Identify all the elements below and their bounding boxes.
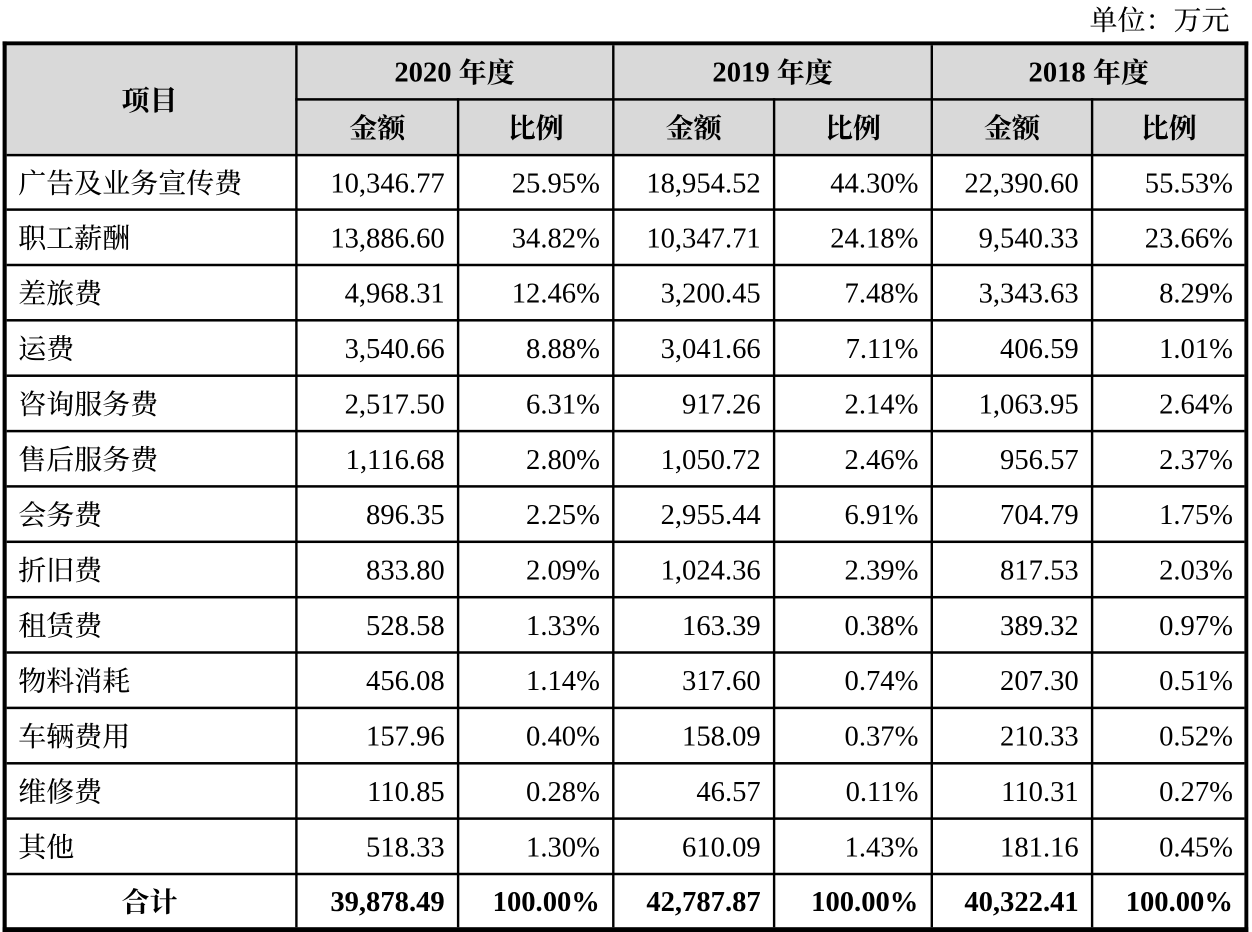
svg-text:44.30%: 44.30% bbox=[830, 168, 918, 199]
svg-text:2,517.50: 2,517.50 bbox=[345, 389, 445, 420]
svg-text:3,041.66: 3,041.66 bbox=[661, 334, 761, 365]
svg-text:917.26: 917.26 bbox=[682, 389, 761, 420]
svg-text:2.14%: 2.14% bbox=[845, 389, 919, 420]
svg-text:39,878.49: 39,878.49 bbox=[330, 887, 444, 918]
svg-text:2.46%: 2.46% bbox=[845, 445, 919, 476]
svg-text:3,343.63: 3,343.63 bbox=[979, 279, 1079, 310]
svg-text:18,954.52: 18,954.52 bbox=[646, 168, 760, 199]
svg-text:8.29%: 8.29% bbox=[1159, 279, 1233, 310]
svg-text:0.97%: 0.97% bbox=[1159, 611, 1233, 642]
svg-text:2.39%: 2.39% bbox=[845, 556, 919, 587]
svg-text:1.01%: 1.01% bbox=[1159, 334, 1233, 365]
svg-text:158.09: 158.09 bbox=[682, 722, 761, 753]
svg-text:10,347.71: 10,347.71 bbox=[646, 223, 760, 254]
svg-text:1,063.95: 1,063.95 bbox=[979, 389, 1079, 420]
svg-text:2,955.44: 2,955.44 bbox=[661, 500, 761, 531]
svg-text:3,200.45: 3,200.45 bbox=[661, 279, 761, 310]
svg-text:1,024.36: 1,024.36 bbox=[661, 556, 761, 587]
svg-text:896.35: 896.35 bbox=[366, 500, 445, 531]
svg-text:0.52%: 0.52% bbox=[1159, 722, 1233, 753]
svg-text:25.95%: 25.95% bbox=[512, 168, 600, 199]
svg-text:100.00%: 100.00% bbox=[1126, 887, 1233, 918]
svg-text:110.85: 110.85 bbox=[367, 777, 445, 808]
svg-text:1.43%: 1.43% bbox=[845, 832, 919, 863]
svg-text:46.57: 46.57 bbox=[696, 777, 760, 808]
svg-text:817.53: 817.53 bbox=[1000, 556, 1079, 587]
svg-text:9,540.33: 9,540.33 bbox=[979, 223, 1079, 254]
svg-text:210.33: 210.33 bbox=[1000, 722, 1079, 753]
svg-text:0.27%: 0.27% bbox=[1159, 777, 1233, 808]
svg-text:0.74%: 0.74% bbox=[845, 666, 919, 697]
svg-text:2.64%: 2.64% bbox=[1159, 389, 1233, 420]
svg-text:163.39: 163.39 bbox=[682, 611, 761, 642]
svg-text:833.80: 833.80 bbox=[366, 556, 445, 587]
svg-text:207.30: 207.30 bbox=[1000, 666, 1079, 697]
svg-text:1.30%: 1.30% bbox=[526, 832, 600, 863]
svg-text:4,968.31: 4,968.31 bbox=[345, 279, 445, 310]
svg-text:528.58: 528.58 bbox=[366, 611, 445, 642]
svg-text:100.00%: 100.00% bbox=[493, 887, 600, 918]
svg-text:42,787.87: 42,787.87 bbox=[646, 887, 760, 918]
svg-text:2.09%: 2.09% bbox=[526, 556, 600, 587]
svg-text:1,116.68: 1,116.68 bbox=[346, 445, 445, 476]
svg-text:0.37%: 0.37% bbox=[845, 722, 919, 753]
svg-text:1.33%: 1.33% bbox=[526, 611, 600, 642]
svg-text:13,886.60: 13,886.60 bbox=[330, 223, 444, 254]
svg-text:1,050.72: 1,050.72 bbox=[661, 445, 761, 476]
svg-text:2018: 2018 bbox=[1029, 58, 1086, 89]
svg-text:157.96: 157.96 bbox=[366, 722, 445, 753]
svg-text:406.59: 406.59 bbox=[1000, 334, 1079, 365]
svg-text:181.16: 181.16 bbox=[1000, 832, 1079, 863]
svg-text:2019: 2019 bbox=[712, 58, 769, 89]
svg-text:317.60: 317.60 bbox=[682, 666, 761, 697]
svg-text:6.91%: 6.91% bbox=[845, 500, 919, 531]
svg-text:3,540.66: 3,540.66 bbox=[345, 334, 445, 365]
svg-text:1.14%: 1.14% bbox=[526, 666, 600, 697]
svg-text:0.40%: 0.40% bbox=[526, 722, 600, 753]
svg-text:110.31: 110.31 bbox=[1001, 777, 1079, 808]
svg-text:0.45%: 0.45% bbox=[1159, 832, 1233, 863]
svg-text:2.03%: 2.03% bbox=[1159, 556, 1233, 587]
svg-text:7.48%: 7.48% bbox=[845, 279, 919, 310]
svg-text:12.46%: 12.46% bbox=[512, 279, 600, 310]
svg-text:2020: 2020 bbox=[394, 58, 451, 89]
svg-text:6.31%: 6.31% bbox=[526, 389, 600, 420]
svg-text:2.80%: 2.80% bbox=[526, 445, 600, 476]
svg-text:1.75%: 1.75% bbox=[1159, 500, 1233, 531]
svg-text:0.38%: 0.38% bbox=[845, 611, 919, 642]
svg-text:704.79: 704.79 bbox=[1000, 500, 1079, 531]
svg-text:0.11%: 0.11% bbox=[846, 777, 919, 808]
svg-text:8.88%: 8.88% bbox=[526, 334, 600, 365]
svg-text:100.00%: 100.00% bbox=[811, 887, 918, 918]
svg-text:0.51%: 0.51% bbox=[1159, 666, 1233, 697]
svg-text:23.66%: 23.66% bbox=[1145, 223, 1233, 254]
svg-text:24.18%: 24.18% bbox=[830, 223, 918, 254]
svg-text:7.11%: 7.11% bbox=[846, 334, 919, 365]
svg-text:389.32: 389.32 bbox=[1000, 611, 1079, 642]
svg-text:956.57: 956.57 bbox=[1000, 445, 1079, 476]
svg-text:2.37%: 2.37% bbox=[1159, 445, 1233, 476]
svg-text:40,322.41: 40,322.41 bbox=[964, 887, 1078, 918]
svg-text:22,390.60: 22,390.60 bbox=[964, 168, 1078, 199]
svg-text:0.28%: 0.28% bbox=[526, 777, 600, 808]
svg-text:456.08: 456.08 bbox=[366, 666, 445, 697]
svg-text:55.53%: 55.53% bbox=[1145, 168, 1233, 199]
svg-text:10,346.77: 10,346.77 bbox=[330, 168, 444, 199]
svg-text:34.82%: 34.82% bbox=[512, 223, 600, 254]
svg-text:2.25%: 2.25% bbox=[526, 500, 600, 531]
svg-text:518.33: 518.33 bbox=[366, 832, 445, 863]
svg-text:610.09: 610.09 bbox=[682, 832, 761, 863]
